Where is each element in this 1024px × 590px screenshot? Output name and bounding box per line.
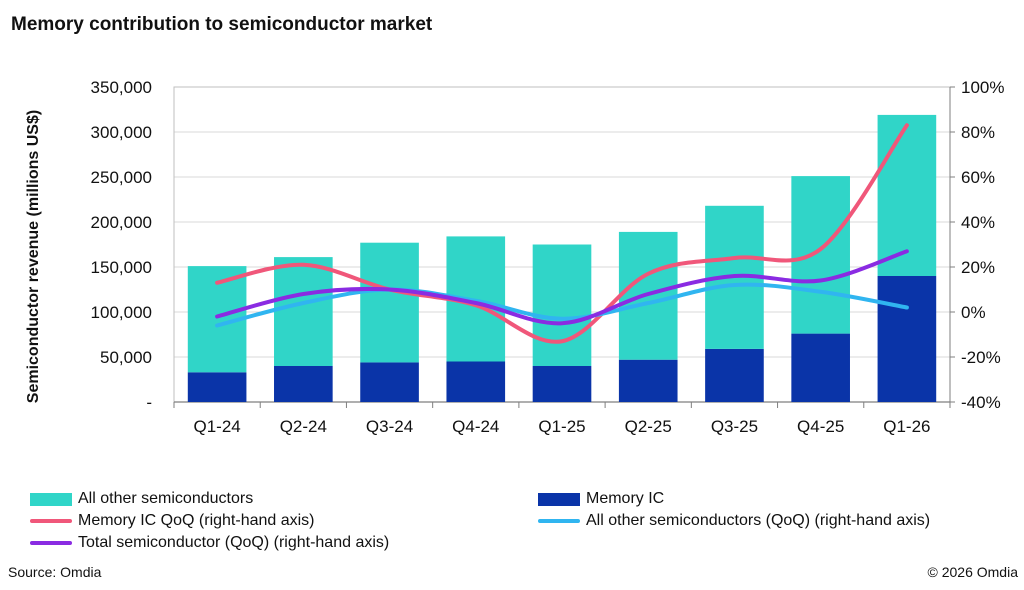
legend-label-memory-ic: Memory IC: [586, 490, 665, 507]
x-tick-label: Q1-24: [193, 417, 240, 436]
line-memory-qoq: [215, 123, 909, 344]
legend-swatch-total-qoq: [30, 541, 72, 545]
y-tick-label: 300,000: [91, 123, 152, 142]
y2-tick-label: -20%: [961, 348, 1001, 367]
y-tick-label: 150,000: [91, 258, 152, 277]
y-tick-label: 250,000: [91, 168, 152, 187]
y2-tick-label: 100%: [961, 78, 1004, 97]
source-note: Source: Omdia: [8, 564, 102, 580]
legend-swatch-other-semis: [30, 492, 72, 506]
y2-tick-label: 60%: [961, 168, 995, 187]
bar-memory-ic: [532, 366, 592, 402]
line-total-qoq: [215, 249, 909, 326]
bar-memory-ic: [618, 359, 678, 402]
legend-label-memory-qoq: Memory IC QoQ (right-hand axis): [78, 512, 315, 529]
legend-item-other-semis: All other semiconductors: [30, 490, 253, 508]
bar-other-semis: [532, 244, 592, 366]
y-tick-label: 200,000: [91, 213, 152, 232]
x-tick-label: Q1-25: [538, 417, 585, 436]
chart-legend: All other semiconductors Memory IC Memor…: [30, 488, 1020, 556]
x-tick-label: Q2-25: [625, 417, 672, 436]
bar-memory-ic: [705, 348, 764, 402]
y2-tick-label: -40%: [961, 393, 1001, 412]
bar-memory-ic: [446, 361, 506, 402]
bar-other-semis: [274, 257, 333, 366]
x-tick-label: Q4-24: [452, 417, 499, 436]
bar-memory-ic: [877, 276, 937, 402]
y-axis-label: Semiconductor revenue (millions US$): [25, 110, 42, 403]
legend-item-memory-ic: Memory IC: [538, 490, 664, 508]
x-tick-label: Q2-24: [280, 417, 327, 436]
legend-label-other-semis: All other semiconductors: [78, 490, 254, 507]
x-tick-label: Q4-25: [797, 417, 844, 436]
bar-other-semis: [791, 176, 850, 334]
y-tick-label: 50,000: [100, 348, 152, 367]
legend-label-other-qoq: All other semiconductors (QoQ) (right-ha…: [586, 512, 931, 529]
bar-memory-ic: [187, 372, 247, 402]
legend-item-total-qoq: Total semiconductor (QoQ) (right-hand ax…: [30, 534, 389, 552]
y-tick-label: 100,000: [91, 303, 152, 322]
legend-swatch-memory-ic: [538, 492, 580, 506]
legend-swatch-memory-qoq: [30, 519, 72, 523]
y-tick-label: 350,000: [91, 78, 152, 97]
x-tick-label: Q3-25: [711, 417, 758, 436]
y-tick-label: -: [146, 393, 152, 412]
chart-plot: - 50,000 100,000 150,000 200,000 250,000 300,0…: [25, 78, 1004, 436]
chart-title: Memory contribution to semiconductor mar…: [11, 14, 433, 35]
y2-tick-label: 80%: [961, 123, 995, 142]
bar-other-semis: [360, 242, 419, 363]
bar-memory-ic: [791, 333, 850, 402]
x-tick-label: Q3-24: [366, 417, 413, 436]
legend-item-memory-qoq: Memory IC QoQ (right-hand axis): [30, 512, 315, 530]
line-other-semis-qoq: [215, 282, 909, 328]
bar-memory-ic: [360, 362, 419, 402]
bar-memory-ic: [274, 366, 333, 402]
y2-tick-label: 0%: [961, 303, 986, 322]
copyright-note: © 2026 Omdia: [927, 564, 1018, 580]
legend-swatch-other-qoq: [538, 519, 580, 523]
y2-tick-label: 40%: [961, 213, 995, 232]
legend-label-total-qoq: Total semiconductor (QoQ) (right-hand ax…: [78, 534, 390, 551]
x-tick-label: Q1-26: [883, 417, 930, 436]
bar-other-semis: [877, 114, 937, 277]
legend-item-other-qoq: All other semiconductors (QoQ) (right-ha…: [538, 512, 930, 530]
y2-tick-label: 20%: [961, 258, 995, 277]
